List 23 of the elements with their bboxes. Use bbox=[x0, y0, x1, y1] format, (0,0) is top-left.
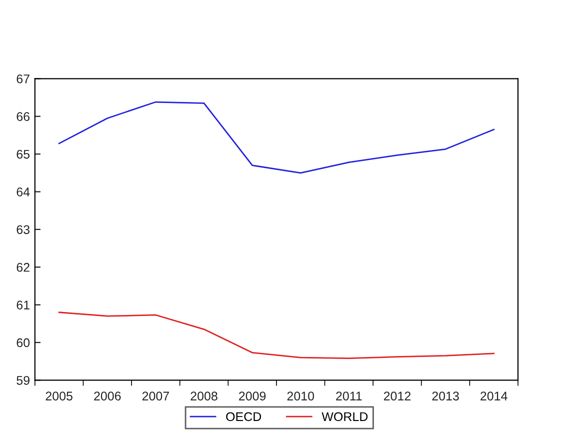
y-tick-label: 59 bbox=[16, 376, 30, 385]
y-tick-label: 63 bbox=[16, 225, 30, 234]
legend-label: OECD bbox=[226, 412, 262, 422]
legend-label: WORLD bbox=[322, 412, 368, 422]
x-tick-label: 2014 bbox=[480, 392, 508, 400]
x-tick-label: 2013 bbox=[432, 392, 459, 400]
y-tick-label: 66 bbox=[16, 112, 30, 122]
y-tick-label: 62 bbox=[16, 262, 30, 272]
x-tick-label: 2010 bbox=[287, 392, 314, 400]
y-tick-label: 67 bbox=[16, 74, 30, 84]
x-tick-label: 2011 bbox=[336, 392, 362, 400]
x-tick-label: 2012 bbox=[384, 392, 410, 400]
line-series bbox=[58, 312, 495, 360]
y-tick-label: 60 bbox=[16, 338, 30, 348]
y-tick-label: 65 bbox=[16, 150, 30, 159]
x-tick-label: 2008 bbox=[190, 392, 218, 400]
y-tick-label: 64 bbox=[16, 188, 30, 196]
y-tick-label: 61 bbox=[16, 300, 30, 310]
x-tick-label: 2007 bbox=[142, 392, 169, 400]
x-tick-label: 2006 bbox=[94, 392, 121, 400]
line-series bbox=[58, 101, 495, 174]
x-tick-label: 2009 bbox=[239, 392, 266, 400]
x-tick-label: 2005 bbox=[46, 392, 72, 400]
